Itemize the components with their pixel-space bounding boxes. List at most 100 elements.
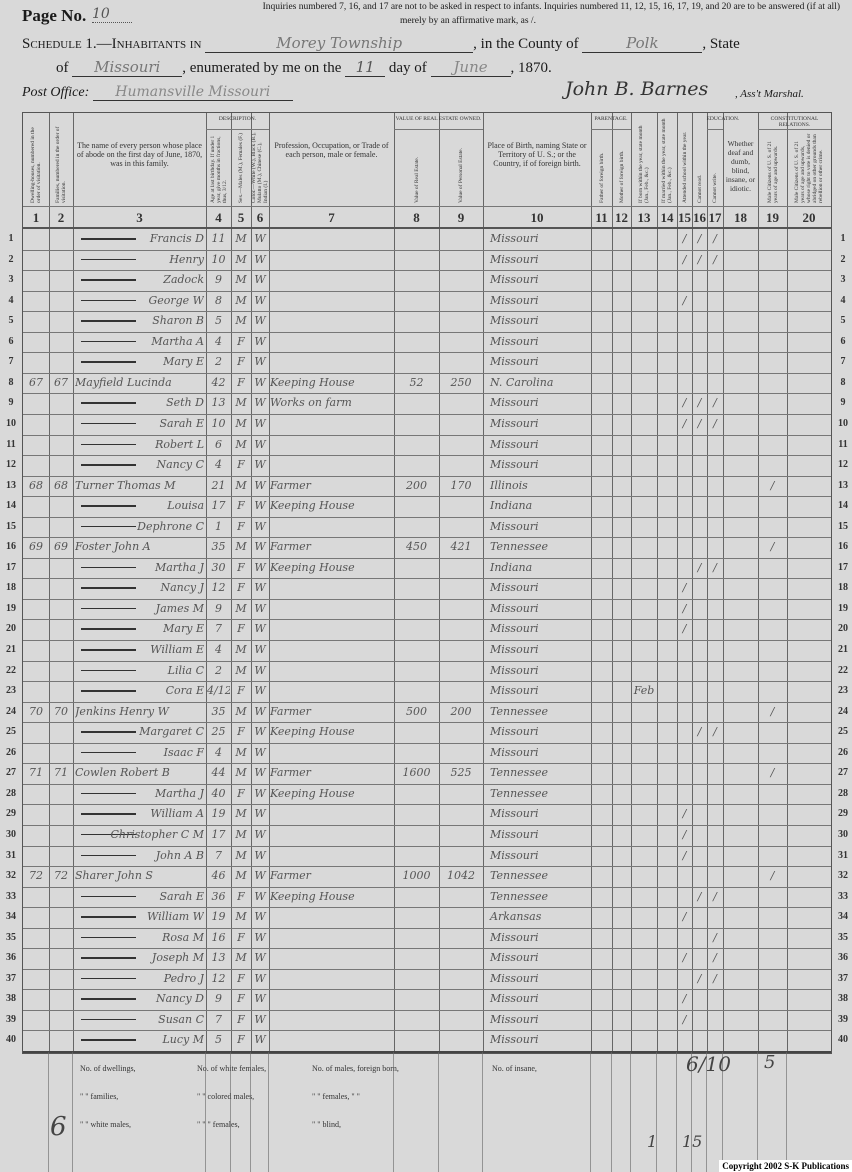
row-divider bbox=[23, 372, 831, 374]
line-number: 4 bbox=[8, 294, 14, 306]
cell-color: W bbox=[254, 643, 266, 656]
cell-sex: F bbox=[237, 375, 245, 389]
table-row: 35 35 Rosa M 16 F W Missouri / bbox=[6, 928, 848, 949]
line-number: 40 bbox=[6, 1034, 16, 1046]
line-number: 27 bbox=[6, 767, 16, 779]
column-header-12: Mother of foreign birth. bbox=[612, 131, 631, 203]
column-divider bbox=[230, 1052, 231, 1172]
footer-tally-tally-c19: 5 bbox=[764, 1052, 776, 1073]
line-number-right: 16 bbox=[838, 541, 848, 553]
surname-ditto-dash bbox=[81, 299, 136, 302]
line-number: 38 bbox=[6, 993, 16, 1005]
row-divider bbox=[23, 783, 831, 785]
cell-color: W bbox=[254, 1033, 266, 1047]
person-name: Francis D bbox=[149, 232, 204, 245]
column-header-text: Mother of foreign birth. bbox=[618, 150, 625, 203]
cell-age: 9 bbox=[215, 601, 222, 615]
person-name: Zadock bbox=[163, 273, 204, 287]
column-divider bbox=[73, 113, 74, 1053]
person-name: Margaret C bbox=[139, 725, 204, 739]
surname-ditto-dash bbox=[81, 731, 136, 733]
cell-age: 12 bbox=[211, 581, 226, 595]
schedule-line: Schedule 1.—Inhabitants in Morey Townshi… bbox=[22, 34, 740, 53]
line-number: 22 bbox=[6, 664, 16, 676]
column-header-text: If born within the year, state month (Ja… bbox=[638, 125, 650, 203]
cell-color: W bbox=[254, 992, 266, 1006]
surname-ditto-dash bbox=[81, 422, 136, 425]
table-row: 27 27 Cowlen Robert B 71 71 44 M W Farmer 1600 525… bbox=[6, 763, 848, 784]
cell-sex: M bbox=[235, 540, 247, 554]
cell-birth: Missouri bbox=[490, 334, 539, 348]
cell-c15: / bbox=[682, 293, 687, 307]
column-divider bbox=[611, 1052, 612, 1172]
column-header-2: Families, numbered in the order of visit… bbox=[49, 117, 73, 203]
cell-color: W bbox=[254, 725, 266, 739]
cell-sex: M bbox=[235, 314, 247, 328]
cell-sex: M bbox=[235, 766, 247, 780]
surname-ditto-dash bbox=[81, 649, 136, 651]
table-row: 32 32 Sharer John S 72 72 46 M W Farmer 1000 1042 T… bbox=[6, 866, 848, 887]
cell-sex: F bbox=[237, 992, 245, 1006]
year-label: , 1870. bbox=[510, 60, 552, 76]
row-divider bbox=[23, 578, 831, 580]
footer-label-colored-females: " " " females, bbox=[197, 1120, 240, 1129]
cell-sex: M bbox=[235, 478, 247, 492]
column-header-text: Attended school within the year. bbox=[681, 131, 688, 203]
cell-color: W bbox=[254, 601, 266, 615]
column-divider bbox=[393, 1052, 394, 1172]
column-divider bbox=[787, 113, 788, 1053]
line-number-right: 4 bbox=[840, 294, 846, 306]
cell-color: W bbox=[254, 684, 266, 698]
cell-color: W bbox=[254, 869, 266, 883]
row-divider bbox=[23, 763, 831, 765]
cell-sex: M bbox=[235, 273, 247, 287]
column-divider bbox=[250, 1052, 251, 1172]
column-divider bbox=[49, 113, 50, 1053]
cell-real: 450 bbox=[406, 540, 427, 554]
column-divider bbox=[438, 1052, 439, 1172]
line-number: 6 bbox=[8, 335, 14, 347]
person-name: Joseph M bbox=[151, 951, 204, 965]
surname-ditto-dash bbox=[81, 833, 136, 836]
cell-sex: M bbox=[235, 416, 247, 430]
cell-sex: M bbox=[235, 827, 247, 841]
table-row: 39 39 Susan C 7 F W Missouri / bbox=[6, 1010, 848, 1031]
row-divider bbox=[23, 455, 831, 457]
cell-age: 9 bbox=[215, 273, 222, 287]
line-number: 10 bbox=[6, 417, 16, 429]
cell-birth: Missouri bbox=[490, 273, 539, 287]
cell-c16: / bbox=[697, 971, 702, 985]
cell-age: 7 bbox=[215, 848, 222, 862]
line-number: 7 bbox=[8, 356, 14, 368]
person-name: William A bbox=[150, 807, 204, 821]
cell-occupation: Farmer bbox=[270, 869, 311, 883]
person-name: Nancy C bbox=[156, 458, 204, 472]
column-header-text: Dwelling-houses, numbered in the order o… bbox=[30, 127, 42, 203]
page-number-label: Page No. bbox=[22, 6, 87, 25]
cell-birth: Missouri bbox=[490, 1012, 539, 1026]
cell-c17: / bbox=[713, 889, 717, 903]
person-name: George W bbox=[148, 293, 204, 307]
marshal-label: , Ass't Marshal. bbox=[735, 88, 804, 100]
census-table: Dwelling-houses, numbered in the order o… bbox=[6, 112, 848, 1054]
line-number-right: 15 bbox=[838, 520, 848, 532]
cell-occupation: Keeping House bbox=[270, 786, 355, 800]
column-header-text: Sex.—Males (M.), Females (F.) bbox=[238, 133, 244, 203]
person-name: Cowlen Robert B bbox=[75, 766, 170, 780]
line-number: 17 bbox=[6, 561, 16, 573]
cell-c15: / bbox=[682, 992, 687, 1006]
column-header-1: Dwelling-houses, numbered in the order o… bbox=[23, 117, 49, 203]
cell-dwelling: 68 bbox=[29, 478, 43, 492]
cell-age: 7 bbox=[215, 622, 222, 636]
row-divider bbox=[23, 948, 831, 950]
cell-dwelling: 70 bbox=[29, 704, 43, 718]
table-row: 11 11 Robert L 6 M W Missouri bbox=[6, 435, 847, 456]
column-number: 7 bbox=[328, 210, 335, 225]
table-row: 9 9 Seth D 13 M W Works on farm Missouri / / / bbox=[9, 393, 846, 414]
person-name: Sarah E bbox=[159, 416, 204, 430]
cell-sex: M bbox=[235, 910, 247, 924]
line-number: 24 bbox=[6, 705, 16, 717]
column-divider bbox=[706, 1052, 707, 1172]
surname-ditto-dash bbox=[81, 402, 136, 404]
line-number-right: 25 bbox=[838, 726, 848, 738]
